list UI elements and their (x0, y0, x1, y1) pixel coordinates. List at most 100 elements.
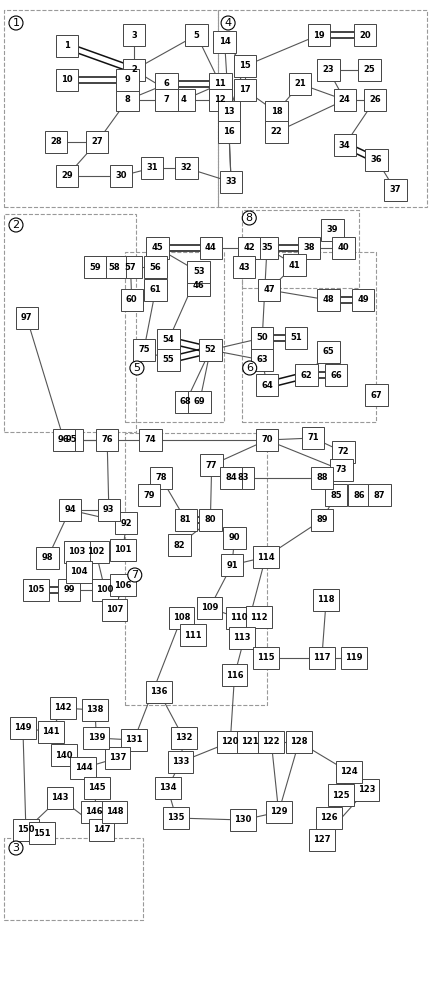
FancyBboxPatch shape (256, 237, 278, 259)
FancyBboxPatch shape (175, 157, 198, 179)
FancyBboxPatch shape (265, 121, 288, 143)
FancyBboxPatch shape (172, 89, 195, 111)
Text: 75: 75 (138, 346, 149, 355)
FancyBboxPatch shape (209, 89, 232, 111)
FancyBboxPatch shape (187, 261, 210, 283)
Text: 9: 9 (124, 76, 130, 85)
FancyBboxPatch shape (213, 31, 236, 53)
FancyBboxPatch shape (309, 829, 335, 851)
FancyBboxPatch shape (321, 219, 344, 241)
Text: 123: 123 (358, 786, 375, 794)
Text: 142: 142 (54, 704, 71, 712)
Text: 32: 32 (181, 163, 192, 172)
Text: 59: 59 (89, 262, 101, 271)
Text: 28: 28 (51, 137, 62, 146)
FancyBboxPatch shape (221, 554, 243, 576)
FancyBboxPatch shape (365, 384, 388, 406)
Text: 56: 56 (149, 262, 162, 271)
FancyBboxPatch shape (200, 454, 223, 476)
FancyBboxPatch shape (175, 509, 197, 531)
Text: 20: 20 (359, 30, 371, 39)
Text: 96: 96 (58, 436, 70, 444)
FancyBboxPatch shape (223, 527, 246, 549)
Text: 39: 39 (327, 226, 338, 234)
Text: 22: 22 (270, 127, 283, 136)
FancyBboxPatch shape (84, 777, 110, 799)
Text: 49: 49 (357, 296, 368, 304)
Text: 57: 57 (125, 262, 136, 271)
FancyBboxPatch shape (102, 801, 127, 823)
FancyBboxPatch shape (325, 364, 347, 386)
FancyBboxPatch shape (354, 24, 376, 46)
Text: 106: 106 (114, 580, 132, 589)
FancyBboxPatch shape (218, 121, 240, 143)
FancyBboxPatch shape (45, 131, 67, 153)
FancyBboxPatch shape (217, 731, 243, 753)
Text: 60: 60 (126, 296, 137, 304)
Text: 65: 65 (322, 348, 334, 357)
FancyBboxPatch shape (317, 341, 340, 363)
FancyBboxPatch shape (138, 484, 160, 506)
FancyBboxPatch shape (81, 801, 107, 823)
Text: 151: 151 (34, 828, 51, 838)
Text: 95: 95 (66, 436, 77, 444)
Text: 73: 73 (336, 466, 347, 475)
Text: 122: 122 (263, 738, 280, 746)
FancyBboxPatch shape (185, 24, 208, 46)
FancyBboxPatch shape (209, 73, 232, 95)
Text: 149: 149 (14, 724, 32, 732)
FancyBboxPatch shape (89, 819, 114, 841)
FancyBboxPatch shape (220, 171, 242, 193)
FancyBboxPatch shape (82, 699, 108, 721)
Text: 126: 126 (321, 814, 338, 822)
FancyBboxPatch shape (230, 809, 256, 831)
Text: 15: 15 (239, 62, 251, 70)
FancyBboxPatch shape (70, 757, 96, 779)
Text: 25: 25 (363, 66, 375, 75)
FancyBboxPatch shape (180, 624, 206, 646)
FancyBboxPatch shape (199, 339, 222, 361)
Text: 129: 129 (270, 808, 287, 816)
Text: 63: 63 (257, 356, 268, 364)
Text: 107: 107 (106, 605, 123, 614)
FancyBboxPatch shape (317, 59, 340, 81)
Text: 90: 90 (229, 534, 240, 542)
Text: 68: 68 (180, 397, 191, 406)
FancyBboxPatch shape (123, 59, 145, 81)
FancyBboxPatch shape (56, 165, 78, 187)
Text: 101: 101 (114, 546, 132, 554)
Text: 146: 146 (85, 808, 102, 816)
FancyBboxPatch shape (53, 429, 75, 451)
Text: 93: 93 (103, 506, 114, 514)
FancyBboxPatch shape (110, 539, 136, 561)
Text: 41: 41 (289, 260, 301, 269)
FancyBboxPatch shape (110, 165, 132, 187)
Text: 138: 138 (86, 706, 104, 714)
FancyBboxPatch shape (332, 237, 355, 259)
Text: 140: 140 (55, 750, 73, 760)
FancyBboxPatch shape (16, 307, 38, 329)
FancyBboxPatch shape (58, 579, 80, 601)
FancyBboxPatch shape (285, 327, 307, 349)
FancyBboxPatch shape (171, 727, 197, 749)
FancyBboxPatch shape (144, 256, 167, 278)
FancyBboxPatch shape (144, 279, 167, 301)
FancyBboxPatch shape (358, 59, 381, 81)
Text: 34: 34 (339, 140, 350, 149)
Text: 112: 112 (251, 612, 268, 621)
Text: 26: 26 (369, 96, 381, 104)
FancyBboxPatch shape (311, 467, 333, 489)
FancyBboxPatch shape (200, 237, 222, 259)
FancyBboxPatch shape (175, 391, 197, 413)
Text: 38: 38 (303, 243, 314, 252)
FancyBboxPatch shape (222, 664, 248, 686)
FancyBboxPatch shape (334, 89, 356, 111)
Text: 79: 79 (143, 490, 155, 499)
FancyBboxPatch shape (168, 751, 194, 773)
FancyBboxPatch shape (64, 541, 90, 563)
FancyBboxPatch shape (258, 279, 280, 301)
FancyBboxPatch shape (289, 73, 311, 95)
FancyBboxPatch shape (330, 459, 353, 481)
FancyBboxPatch shape (232, 467, 254, 489)
Text: 124: 124 (340, 768, 358, 776)
